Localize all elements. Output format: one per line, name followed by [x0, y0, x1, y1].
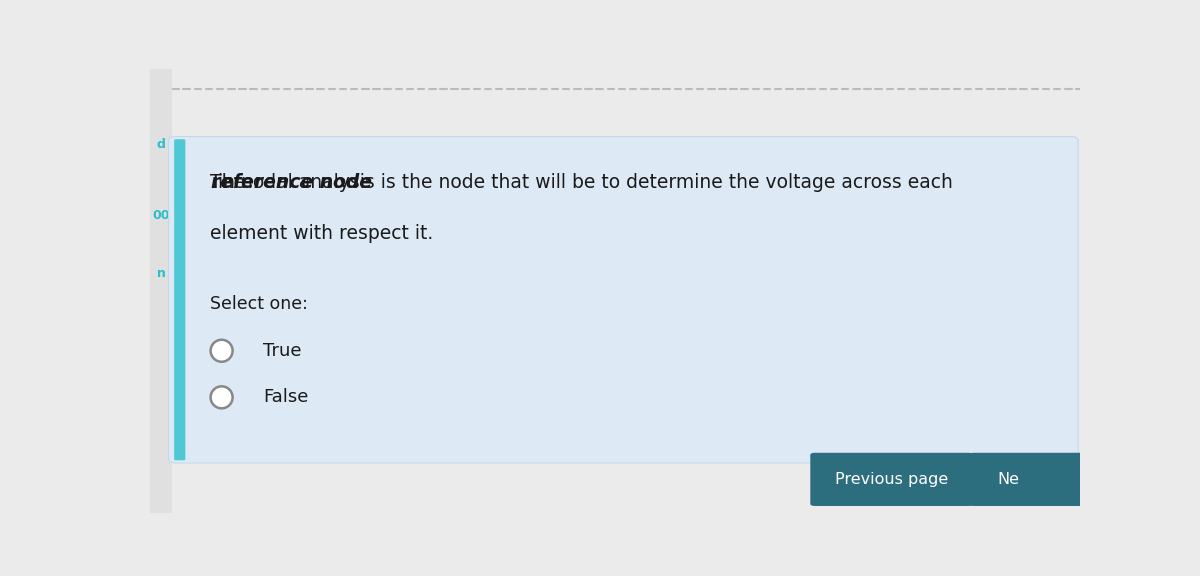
- FancyBboxPatch shape: [150, 69, 173, 513]
- FancyBboxPatch shape: [810, 453, 973, 506]
- Text: in nodal analysis is the node that will be to determine the voltage across each: in nodal analysis is the node that will …: [212, 173, 953, 192]
- Text: Select one:: Select one:: [210, 295, 308, 313]
- Text: n: n: [157, 267, 166, 279]
- Text: False: False: [264, 388, 308, 406]
- Text: d: d: [157, 138, 166, 151]
- FancyBboxPatch shape: [168, 137, 1078, 463]
- FancyBboxPatch shape: [970, 453, 1085, 506]
- Text: Previous page: Previous page: [835, 472, 948, 487]
- Text: Ne: Ne: [997, 472, 1019, 487]
- Text: The: The: [210, 173, 252, 192]
- Text: True: True: [264, 342, 302, 360]
- Text: element with respect it.: element with respect it.: [210, 224, 433, 243]
- FancyBboxPatch shape: [174, 139, 185, 460]
- Ellipse shape: [211, 386, 233, 408]
- Ellipse shape: [211, 340, 233, 362]
- Text: reference node: reference node: [211, 173, 372, 192]
- Text: 00: 00: [152, 209, 170, 222]
